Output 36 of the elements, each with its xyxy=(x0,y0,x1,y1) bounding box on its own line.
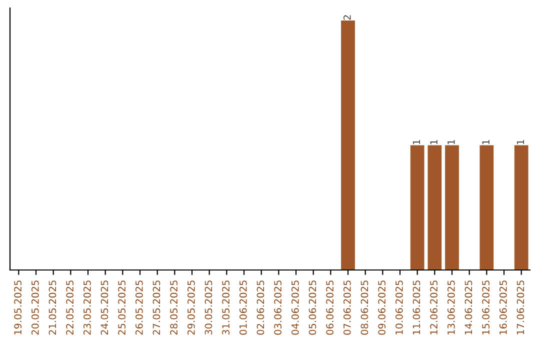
x-tick-label: 30.05.2025 xyxy=(204,280,212,335)
x-tick-label: 09.06.2025 xyxy=(378,280,386,335)
x-tick-label: 07.06.2025 xyxy=(343,280,351,335)
x-tick-label: 03.06.2025 xyxy=(274,280,282,335)
data-label: 1 xyxy=(482,140,490,144)
x-tick-label: 21.05.2025 xyxy=(48,280,56,335)
x-tick-label: 14.06.2025 xyxy=(464,280,472,334)
x-tick-label: 01.06.2025 xyxy=(239,280,247,335)
x-tick-label: 13.06.2025 xyxy=(447,280,455,334)
x-tick-label: 12.06.2025 xyxy=(430,280,438,334)
x-tick-label: 28.05.2025 xyxy=(170,280,178,335)
x-tick-label: 27.05.2025 xyxy=(152,280,160,335)
x-tick-label: 16.06.2025 xyxy=(499,280,507,334)
x-tick-label: 26.05.2025 xyxy=(135,280,143,335)
x-tick-label: 17.06.2025 xyxy=(516,280,524,334)
x-tick-label: 08.06.2025 xyxy=(360,280,368,335)
x-tick-label: 10.06.2025 xyxy=(395,280,403,334)
x-tick-label: 11.06.2025 xyxy=(412,280,420,334)
x-tick-label: 25.05.2025 xyxy=(118,280,126,335)
data-label: 1 xyxy=(448,140,455,144)
x-tick-label: 05.06.2025 xyxy=(308,280,316,335)
x-tick-label: 20.05.2025 xyxy=(31,280,39,335)
data-label: 2 xyxy=(343,15,351,20)
data-label: 1 xyxy=(516,140,524,144)
x-tick-label: 19.05.2025 xyxy=(14,280,22,334)
x-tick-label: 24.05.2025 xyxy=(100,280,108,335)
x-tick-label: 31.05.2025 xyxy=(222,280,230,335)
x-tick-label: 22.05.2025 xyxy=(66,280,74,335)
x-tick-label: 23.05.2025 xyxy=(83,280,91,335)
x-tick-label: 15.06.2025 xyxy=(482,280,490,334)
data-label: 1 xyxy=(412,140,420,144)
data-label: 1 xyxy=(430,140,438,144)
x-tick-label: 02.06.2025 xyxy=(256,280,264,335)
x-tick-label: 29.05.2025 xyxy=(187,280,195,335)
x-tick-label: 06.06.2025 xyxy=(326,280,334,335)
x-tick-label: 04.06.2025 xyxy=(291,280,299,335)
